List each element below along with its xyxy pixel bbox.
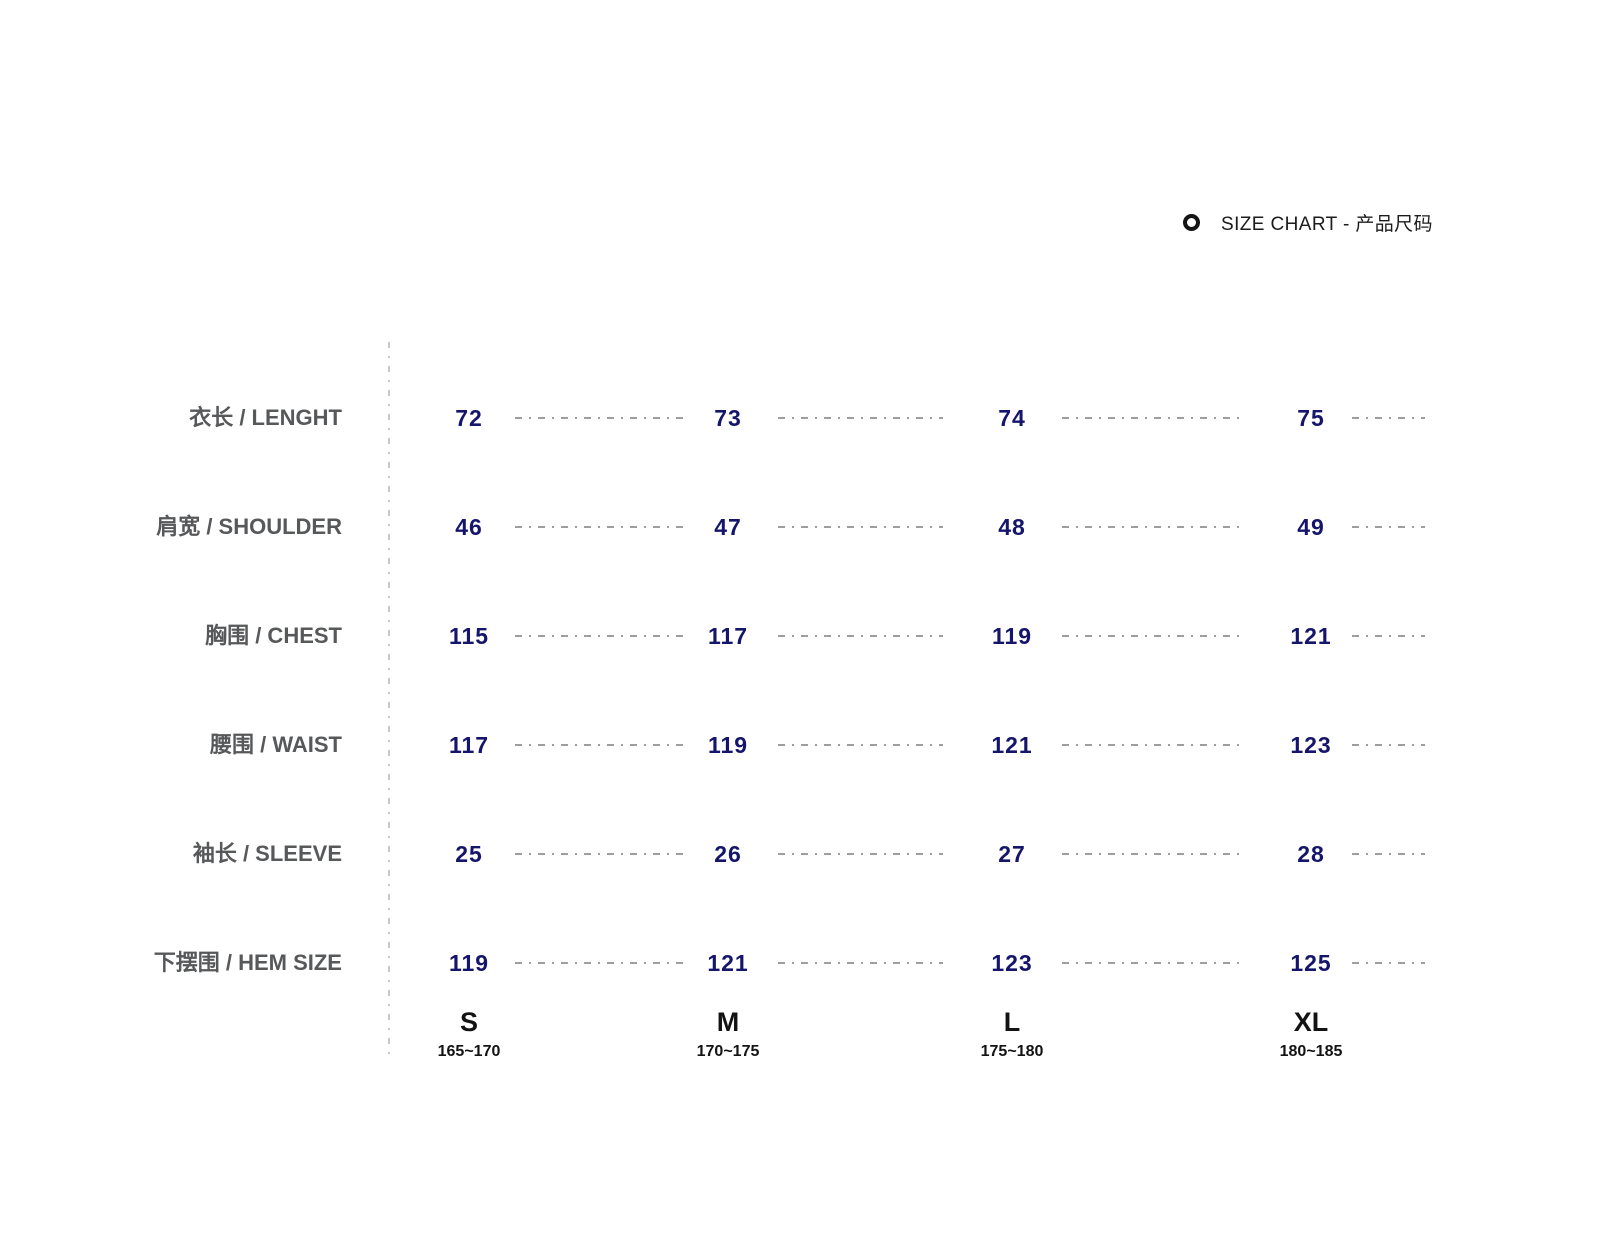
dash-dot-separator-line bbox=[1352, 635, 1425, 637]
height-range-label: 175~180 bbox=[980, 1043, 1044, 1060]
height-range-label: 170~175 bbox=[696, 1043, 760, 1060]
measurement-row: 衣长 / LENGHT 72 73 74 75 bbox=[0, 403, 1620, 433]
dash-dot-separator-line bbox=[1352, 962, 1425, 964]
size-column-letter: S bbox=[459, 1007, 479, 1037]
measurement-row: 胸围 / CHEST 115 117 119 121 bbox=[0, 621, 1620, 651]
dash-dot-separator-line bbox=[1062, 635, 1240, 637]
dash-dot-separator-line bbox=[1352, 526, 1425, 528]
dash-dot-separator-line bbox=[1352, 744, 1425, 746]
dash-dot-separator-line bbox=[515, 635, 685, 637]
measurement-row: 下摆围 / HEM SIZE 119 121 123 125 bbox=[0, 948, 1620, 978]
vertical-divider-dashed-line bbox=[388, 342, 390, 1054]
measurement-row-label: 胸围 / CHEST bbox=[205, 623, 342, 648]
size-value: 123 bbox=[1290, 732, 1332, 758]
measurement-row-label: 下摆围 / HEM SIZE bbox=[153, 950, 342, 975]
size-column-letter: XL bbox=[1293, 1007, 1329, 1037]
dash-dot-separator-line bbox=[778, 526, 943, 528]
size-value: 117 bbox=[707, 623, 749, 649]
height-range-label: 180~185 bbox=[1279, 1043, 1343, 1060]
dash-dot-separator-line bbox=[515, 744, 685, 746]
dash-dot-separator-line bbox=[778, 962, 943, 964]
size-value: 48 bbox=[998, 514, 1026, 540]
size-value: 115 bbox=[448, 623, 490, 649]
dash-dot-separator-line bbox=[1352, 417, 1425, 419]
size-value: 28 bbox=[1297, 841, 1325, 867]
dash-dot-separator-line bbox=[515, 962, 685, 964]
measurement-row: 肩宽 / SHOULDER 46 47 48 49 bbox=[0, 512, 1620, 542]
measurement-row-label: 肩宽 / SHOULDER bbox=[156, 514, 342, 539]
measurement-row-label: 袖长 / SLEEVE bbox=[192, 841, 342, 866]
size-value: 74 bbox=[998, 405, 1026, 431]
size-value: 125 bbox=[1290, 950, 1332, 976]
size-value: 27 bbox=[998, 841, 1026, 867]
size-chart-title: SIZE CHART - 产品尺码 bbox=[1221, 213, 1433, 235]
dash-dot-separator-line bbox=[1062, 744, 1240, 746]
measurement-row-label: 衣长 / LENGHT bbox=[189, 405, 342, 430]
size-value: 121 bbox=[1290, 623, 1332, 649]
size-value: 72 bbox=[455, 405, 483, 431]
dash-dot-separator-line bbox=[515, 526, 685, 528]
dash-dot-separator-line bbox=[515, 417, 685, 419]
dash-dot-separator-line bbox=[515, 853, 685, 855]
size-column-letter: L bbox=[1003, 1007, 1021, 1037]
size-value: 121 bbox=[707, 950, 749, 976]
size-value: 75 bbox=[1297, 405, 1325, 431]
size-value: 73 bbox=[714, 405, 742, 431]
ring-icon bbox=[1183, 213, 1200, 231]
size-value: 121 bbox=[991, 732, 1033, 758]
dash-dot-separator-line bbox=[778, 417, 943, 419]
size-value: 47 bbox=[714, 514, 742, 540]
dash-dot-separator-line bbox=[778, 853, 943, 855]
size-value: 26 bbox=[714, 841, 742, 867]
size-value: 25 bbox=[455, 841, 483, 867]
dash-dot-separator-line bbox=[1062, 962, 1240, 964]
measurement-row: 腰围 / WAIST 117 119 121 123 bbox=[0, 730, 1620, 760]
size-value: 119 bbox=[991, 623, 1033, 649]
dash-dot-separator-line bbox=[1062, 417, 1240, 419]
dash-dot-separator-line bbox=[778, 635, 943, 637]
dash-dot-separator-line bbox=[778, 744, 943, 746]
measurement-row-label: 腰围 / WAIST bbox=[209, 732, 342, 757]
size-value: 119 bbox=[448, 950, 490, 976]
dash-dot-separator-line bbox=[1062, 853, 1240, 855]
height-range-label: 165~170 bbox=[437, 1043, 501, 1060]
size-value: 117 bbox=[448, 732, 490, 758]
size-chart-header: SIZE CHART - 产品尺码 bbox=[1183, 209, 1433, 235]
size-value: 46 bbox=[455, 514, 483, 540]
size-column-letter: M bbox=[716, 1007, 740, 1037]
dash-dot-separator-line bbox=[1062, 526, 1240, 528]
dash-dot-separator-line bbox=[1352, 853, 1425, 855]
size-value: 119 bbox=[707, 732, 749, 758]
size-value: 49 bbox=[1297, 514, 1325, 540]
size-value: 123 bbox=[991, 950, 1033, 976]
measurement-row: 袖长 / SLEEVE 25 26 27 28 bbox=[0, 839, 1620, 869]
